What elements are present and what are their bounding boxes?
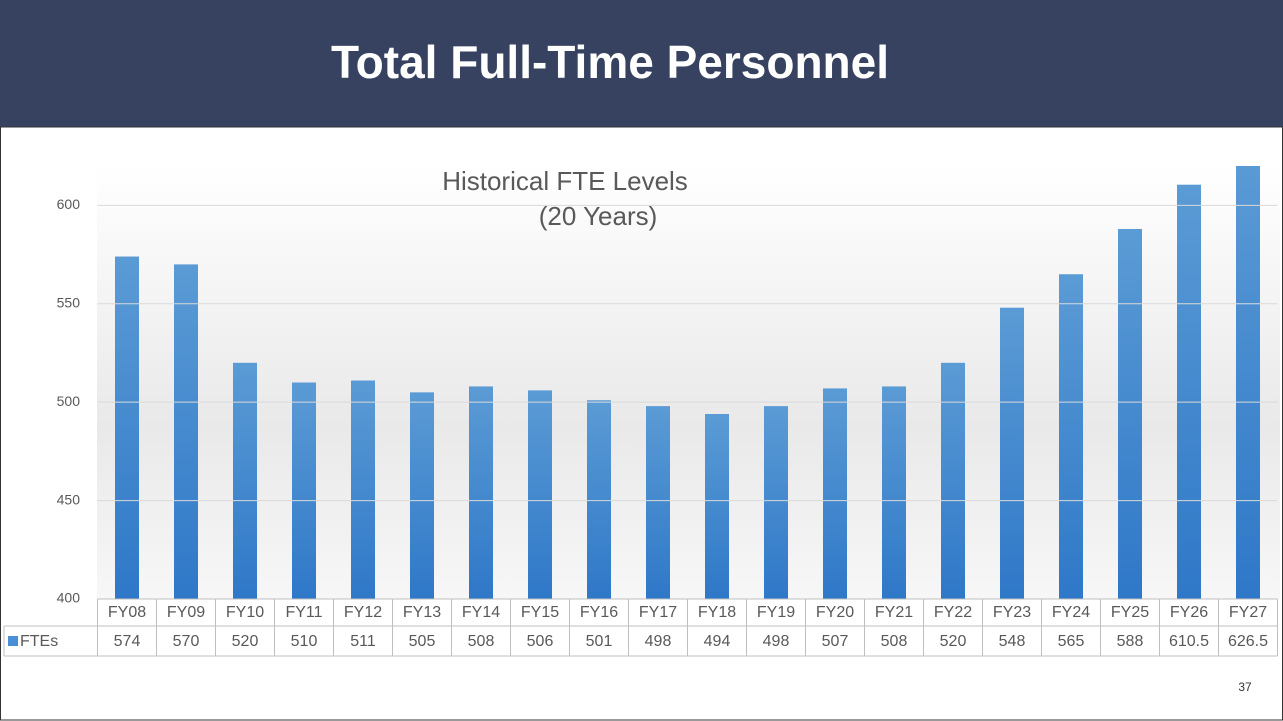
bar xyxy=(528,390,552,599)
x-tick-label: FY12 xyxy=(344,604,382,621)
bar xyxy=(764,406,788,599)
table-value: 508 xyxy=(881,633,908,650)
bar xyxy=(646,406,670,599)
bar xyxy=(1236,166,1260,599)
x-tick-label: FY14 xyxy=(462,604,500,621)
table-value: 520 xyxy=(940,633,967,650)
bar xyxy=(1059,274,1083,599)
x-tick-label: FY27 xyxy=(1229,604,1267,621)
table-value: 510 xyxy=(291,633,318,650)
table-value: 506 xyxy=(527,633,554,650)
x-tick-label: FY26 xyxy=(1170,604,1208,621)
table-value: 565 xyxy=(1058,633,1085,650)
page-number: 37 xyxy=(1238,680,1252,694)
bar xyxy=(823,388,847,599)
slide-title: Total Full-Time Personnel xyxy=(331,36,889,88)
bar xyxy=(882,386,906,599)
x-tick-label: FY09 xyxy=(167,604,205,621)
bar xyxy=(115,256,139,599)
x-tick-label: FY19 xyxy=(757,604,795,621)
table-value: 501 xyxy=(586,633,613,650)
y-tick-label: 550 xyxy=(57,294,81,310)
x-tick-label: FY16 xyxy=(580,604,618,621)
bar xyxy=(705,413,729,599)
table-value: 508 xyxy=(468,633,495,650)
x-tick-label: FY08 xyxy=(108,604,146,621)
table-value: 507 xyxy=(822,633,849,650)
legend-label: FTEs xyxy=(20,633,58,650)
bar xyxy=(1118,228,1142,599)
x-tick-label: FY10 xyxy=(226,604,264,621)
bar xyxy=(587,400,611,599)
y-tick-label: 400 xyxy=(57,590,81,606)
x-tick-label: FY24 xyxy=(1052,604,1090,621)
chart-subtitle: (20 Years) xyxy=(539,201,658,231)
bar xyxy=(351,380,375,599)
bar xyxy=(941,362,965,599)
table-value: 570 xyxy=(173,633,200,650)
bar xyxy=(1000,307,1024,599)
x-tick-label: FY18 xyxy=(698,604,736,621)
chart-title: Historical FTE Levels xyxy=(442,166,688,196)
table-value: 511 xyxy=(350,633,376,650)
table-value: 505 xyxy=(409,633,436,650)
table-value: 498 xyxy=(645,633,672,650)
y-tick-label: 600 xyxy=(57,196,81,212)
table-value: 588 xyxy=(1117,633,1144,650)
legend-key xyxy=(8,636,18,646)
bar xyxy=(174,264,198,599)
x-tick-label: FY11 xyxy=(285,604,322,621)
plot-background xyxy=(97,166,1280,599)
header-band xyxy=(0,0,1283,127)
table-value: 574 xyxy=(114,633,141,650)
table-value: 520 xyxy=(232,633,259,650)
table-value: 498 xyxy=(763,633,790,650)
bar xyxy=(410,392,434,599)
bar xyxy=(292,382,316,599)
bar xyxy=(1177,184,1201,599)
x-tick-label: FY13 xyxy=(403,604,441,621)
x-tick-label: FY21 xyxy=(875,604,913,621)
bars xyxy=(115,166,1260,599)
table-value: 494 xyxy=(704,633,731,650)
table-value: 626.5 xyxy=(1228,633,1268,650)
table-value: 610.5 xyxy=(1169,633,1209,650)
x-tick-label: FY22 xyxy=(934,604,972,621)
table-value: 548 xyxy=(999,633,1026,650)
x-tick-label: FY15 xyxy=(521,604,559,621)
bar xyxy=(233,362,257,599)
bar xyxy=(469,386,493,599)
x-tick-label: FY23 xyxy=(993,604,1031,621)
x-tick-label: FY25 xyxy=(1111,604,1149,621)
y-tick-label: 500 xyxy=(57,393,81,409)
y-tick-label: 450 xyxy=(57,491,81,507)
x-tick-label: FY17 xyxy=(639,604,677,621)
x-tick-label: FY20 xyxy=(816,604,854,621)
